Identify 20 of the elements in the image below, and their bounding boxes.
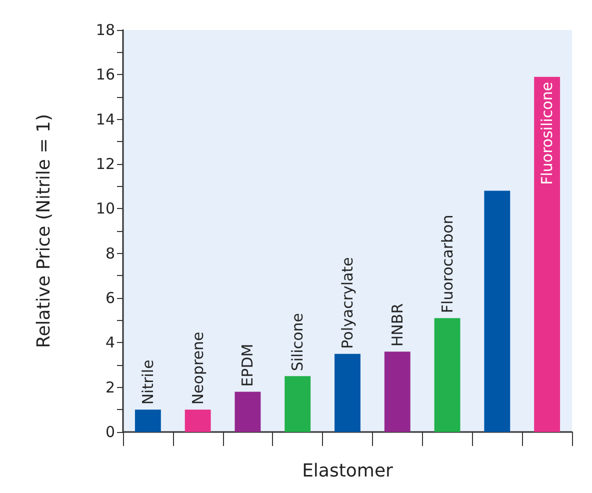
y-tick-label: 6: [105, 289, 115, 307]
y-tick-label: 0: [105, 423, 115, 441]
y-tick-label: 14: [96, 110, 115, 128]
x-tick-label: Fluorocarbon: [438, 214, 456, 314]
y-tick-label: 10: [96, 200, 115, 218]
y-axis-title: Relative Price (Nitrile = 1): [34, 114, 54, 348]
x-axis-title: Elastomer: [302, 460, 394, 482]
y-tick-label: 4: [105, 334, 115, 352]
x-tick-label: Nitrile: [138, 360, 157, 405]
x-tick-label: EPDM: [238, 344, 257, 387]
y-tick-label: 2: [105, 378, 115, 396]
x-tick-label: HNBR: [388, 303, 406, 347]
x-tick-label: Silicone: [288, 312, 307, 372]
x-tick-label: Neoprene: [188, 332, 207, 405]
y-tick-label: 18: [96, 21, 115, 39]
y-tick-label: 8: [105, 244, 115, 262]
x-tick-label: Polyacrylate: [338, 257, 356, 349]
y-tick-label: 16: [96, 66, 115, 84]
x-tick-label: Fluorosilicone: [538, 82, 556, 185]
y-tick-label: 12: [96, 155, 115, 173]
